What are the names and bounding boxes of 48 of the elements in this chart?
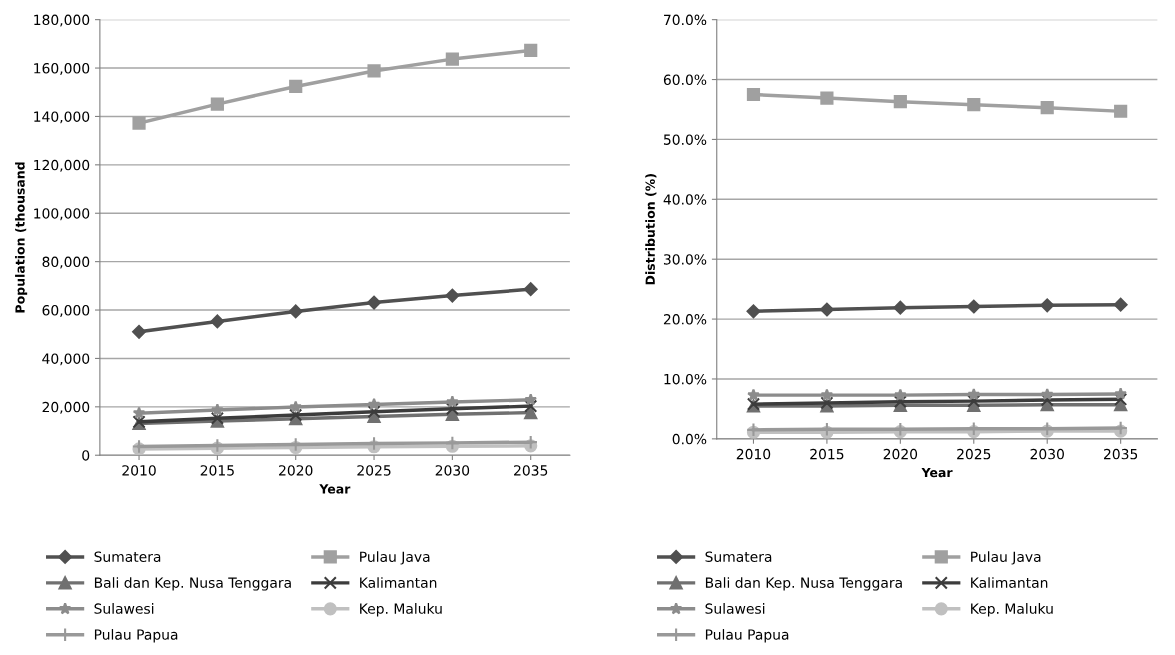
x-tick-label: 2035	[1104, 448, 1138, 460]
legend-label: Kalimantan	[360, 577, 437, 588]
y-tick-label: 0	[82, 450, 90, 461]
legend-label: Pulau Papua	[94, 629, 178, 643]
legend-label: Kalimantan	[971, 577, 1048, 588]
legend-label: Pulau Java	[971, 551, 1041, 565]
y-tick-label: 0.0%	[672, 433, 707, 445]
legend-label: Sulawesi	[94, 603, 154, 614]
legend-label: Sulawesi	[705, 603, 765, 614]
x-tick-label: 2020	[279, 465, 313, 476]
y-tick-label: 180,000	[34, 14, 90, 27]
y-tick-label: 40.0%	[663, 194, 707, 205]
y-tick-label: 100,000	[34, 208, 90, 221]
y-tick-label: 40,000	[42, 353, 90, 366]
x-tick-label: 2030	[1030, 448, 1064, 460]
legend-label: Kep. Maluku	[360, 603, 442, 617]
y-tick-label: 60.0%	[663, 74, 707, 86]
x-tick-label: 2035	[514, 465, 548, 476]
y-tick-label: 20,000	[42, 401, 90, 414]
y-tick-label: 80,000	[42, 256, 90, 269]
y-tick-label: 70.0%	[664, 14, 707, 26]
x-tick-label: 2025	[957, 448, 991, 460]
x-tick-label: 2015	[810, 448, 844, 460]
x-axis-title: Year	[319, 484, 351, 494]
x-tick-label: 2020	[883, 448, 918, 460]
y-tick-label: 160,000	[34, 63, 90, 75]
x-tick-label: 2025	[357, 465, 391, 476]
legend-label: Sumatera	[705, 551, 772, 562]
legend-label: Pulau Papua	[705, 629, 789, 643]
y-axis-title: Distribution (%)	[645, 174, 657, 285]
y-tick-label: 120,000	[34, 159, 90, 172]
y-axis-title: Population (thousand	[15, 162, 28, 313]
legend-label: Kep. Maluku	[971, 603, 1053, 617]
x-tick-label: 2030	[435, 465, 470, 476]
y-tick-label: 30.0%	[663, 254, 707, 265]
legend-label: Pulau Java	[360, 551, 430, 565]
x-axis-title: Year	[921, 467, 953, 478]
y-tick-label: 50.0%	[663, 134, 707, 145]
y-tick-label: 20.0%	[663, 314, 707, 325]
x-tick-label: 2010	[122, 465, 156, 476]
y-tick-label: 60,000	[42, 305, 90, 317]
legend-label: Bali dan Kep. Nusa Tenggara	[705, 577, 902, 591]
x-tick-label: 2015	[200, 465, 234, 476]
y-tick-label: 140,000	[34, 111, 90, 124]
legend-label: Bali dan Kep. Nusa Tenggara	[94, 577, 291, 591]
y-tick-label: 10.0%	[664, 373, 707, 385]
legend-label: Sumatera	[94, 551, 161, 562]
x-tick-label: 2010	[736, 448, 771, 460]
